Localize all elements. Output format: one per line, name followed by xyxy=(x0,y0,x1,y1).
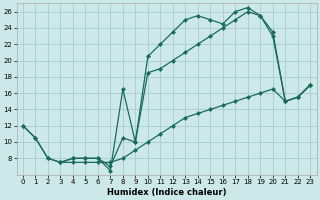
X-axis label: Humidex (Indice chaleur): Humidex (Indice chaleur) xyxy=(107,188,226,197)
